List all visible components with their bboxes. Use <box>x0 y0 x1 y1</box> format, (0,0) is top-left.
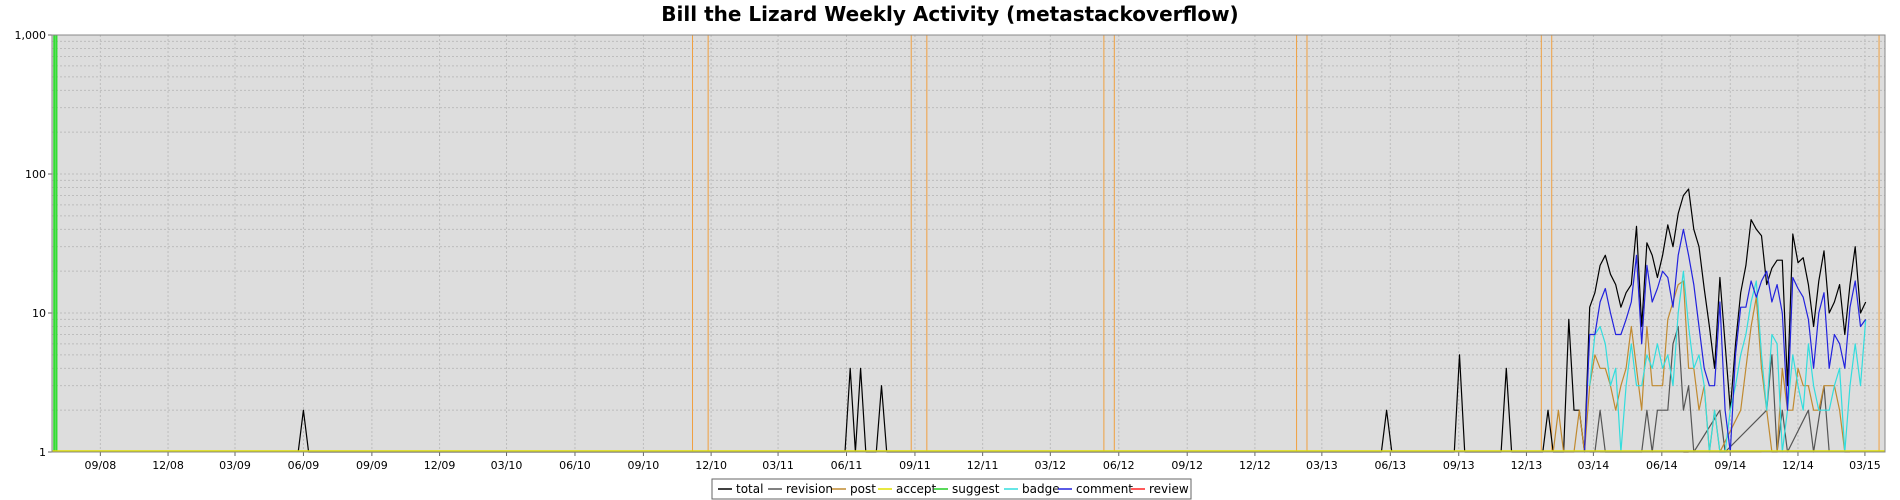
legend-label-post: post <box>850 482 876 496</box>
x-tick-label: 06/11 <box>831 459 863 472</box>
x-tick-label: 12/10 <box>695 459 727 472</box>
x-tick-label: 03/12 <box>1034 459 1066 472</box>
x-tick-label: 03/14 <box>1578 459 1610 472</box>
x-tick-label: 06/13 <box>1374 459 1406 472</box>
x-tick-label: 12/11 <box>967 459 999 472</box>
x-tick-label: 09/11 <box>899 459 931 472</box>
legend-label-badge: badge <box>1022 482 1060 496</box>
legend-label-review: review <box>1149 482 1189 496</box>
legend-box <box>711 478 1192 500</box>
plot-frame <box>51 34 1886 453</box>
legend-label-total: total <box>736 482 763 496</box>
x-tick-label: 06/09 <box>288 459 320 472</box>
legend-label-accept: accept <box>896 482 937 496</box>
x-tick-label: 06/12 <box>1103 459 1135 472</box>
x-tick-label: 09/14 <box>1714 459 1746 472</box>
x-tick-label: 12/12 <box>1239 459 1271 472</box>
legend-label-suggest: suggest <box>952 482 1000 496</box>
x-tick-label: 12/13 <box>1511 459 1543 472</box>
x-tick-label: 09/09 <box>356 459 388 472</box>
y-tick-label: 100 <box>25 168 46 181</box>
x-tick-label: 03/09 <box>219 459 251 472</box>
x-tick-label: 09/12 <box>1171 459 1203 472</box>
legend-label-comment: comment <box>1076 482 1133 496</box>
x-tick-label: 03/11 <box>762 459 794 472</box>
y-tick-label: 10 <box>32 307 46 320</box>
x-tick-label: 03/15 <box>1849 459 1881 472</box>
legend-label-revision: revision <box>786 482 833 496</box>
series-line-post <box>1552 280 1850 453</box>
x-tick-label: 09/13 <box>1443 459 1475 472</box>
x-tick-label: 03/13 <box>1306 459 1338 472</box>
plot-area <box>52 35 1885 452</box>
x-tick-label: 03/10 <box>491 459 523 472</box>
y-tick-label: 1,000 <box>15 29 47 42</box>
x-tick-label: 06/14 <box>1646 459 1678 472</box>
chart-title: Bill the Lizard Weekly Activity (metasta… <box>661 2 1238 26</box>
x-tick-label: 12/14 <box>1782 459 1814 472</box>
series-line-comment <box>1583 228 1867 453</box>
x-tick-label: 09/08 <box>85 459 117 472</box>
x-tick-label: 12/08 <box>152 459 184 472</box>
x-tick-label: 06/10 <box>559 459 591 472</box>
y-tick-label: 1 <box>39 446 46 459</box>
x-tick-label: 12/09 <box>424 459 456 472</box>
x-tick-label: 09/10 <box>628 459 660 472</box>
